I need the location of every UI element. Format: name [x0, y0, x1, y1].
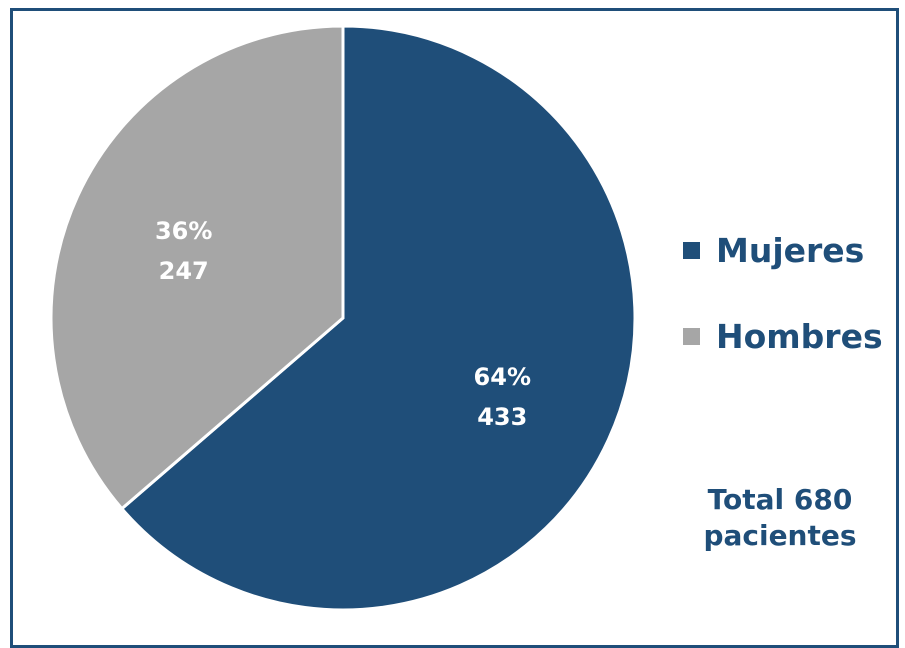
slice-value-label: 247 [159, 257, 209, 285]
legend-swatch-mujeres [683, 242, 700, 259]
pie-labels: 64% 433 36% 247 [155, 217, 531, 431]
legend-label-mujeres: Mujeres [716, 231, 865, 270]
legend-swatch-hombres [683, 328, 700, 345]
pie-slice-hombres [49, 24, 345, 511]
total-line-2: pacientes [703, 519, 857, 552]
pie-slice-mujeres [119, 24, 637, 612]
legend-item-hombres: Hombres [683, 314, 883, 359]
pie-chart: 64% 433 36% 247 [49, 24, 637, 612]
legend-item-mujeres: Mujeres [683, 228, 883, 273]
pie-slices [49, 24, 637, 612]
legend-label-hombres: Hombres [716, 317, 883, 356]
total-line-1: Total 680 [707, 483, 853, 516]
slice-percent-label: 64% [474, 363, 531, 391]
slice-percent-label: 36% [155, 217, 212, 245]
legend: Mujeres Hombres [683, 228, 883, 400]
slice-value-label: 433 [477, 403, 527, 431]
total-annotation: Total 680 pacientes [690, 482, 870, 554]
